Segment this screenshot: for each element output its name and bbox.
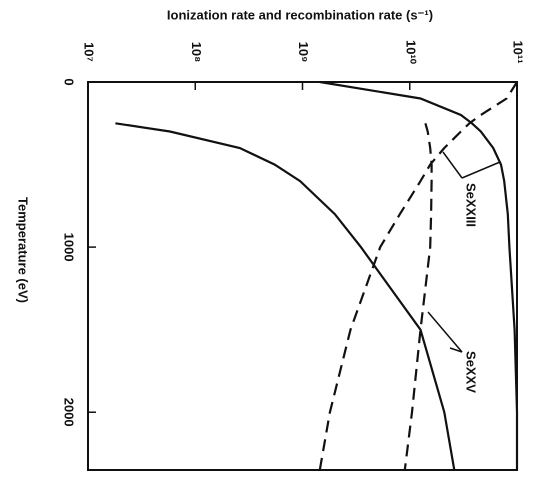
plot-frame bbox=[87, 81, 518, 471]
y-tick-label: 2000 bbox=[62, 398, 77, 427]
series-line bbox=[318, 81, 518, 471]
series-line bbox=[115, 122, 456, 471]
leader bbox=[449, 347, 463, 353]
x-tick-label: 10⁸ bbox=[189, 42, 204, 63]
chart-title: Ionization rate and recombination rate (… bbox=[167, 7, 433, 22]
leader-lines bbox=[427, 151, 501, 353]
x-tick-label: 10⁹ bbox=[296, 42, 311, 63]
leader bbox=[461, 161, 501, 179]
leader bbox=[442, 151, 463, 179]
series-line bbox=[319, 80, 519, 470]
leader bbox=[427, 311, 463, 353]
y-tick-label: 1000 bbox=[62, 233, 77, 262]
y-axis-label: Temperature (eV) bbox=[16, 197, 31, 303]
series-line bbox=[403, 123, 433, 471]
x-tick-label: 10⁷ bbox=[82, 42, 97, 62]
annotation: SeXXIII bbox=[464, 183, 479, 227]
x-tick-label: 10¹⁰ bbox=[403, 40, 418, 65]
x-tick-label: 10¹¹ bbox=[511, 40, 526, 63]
y-tick-label: 0 bbox=[62, 78, 77, 85]
annotation: SeXXV bbox=[464, 351, 479, 393]
